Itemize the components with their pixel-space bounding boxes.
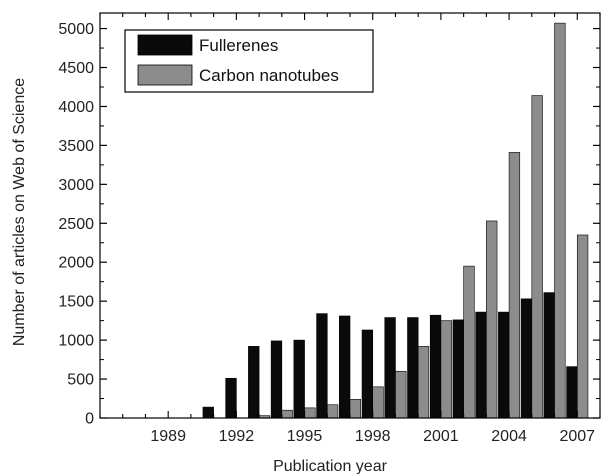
y-tick-label: 3000	[58, 177, 94, 194]
y-tick-label: 1500	[58, 294, 94, 311]
bar-carbon-nanotubes-1999	[395, 370, 407, 419]
x-tick-label: 1989	[150, 428, 186, 445]
y-tick-label: 2000	[58, 255, 94, 272]
bars-layer	[202, 22, 589, 419]
x-tick-label: 1998	[355, 428, 391, 445]
bar-fullerenes-1998	[361, 329, 374, 419]
x-tick-label: 2004	[491, 428, 527, 445]
y-tick-label: 3500	[58, 138, 94, 155]
y-tick-label: 4000	[58, 99, 94, 116]
bar-carbon-nanotubes-2001	[440, 320, 452, 419]
legend-swatch-carbon-nanotubes	[137, 64, 193, 86]
bar-fullerenes-1996	[316, 313, 328, 419]
bar-fullerenes-1993	[248, 346, 260, 419]
bar-carbon-nanotubes-1996	[326, 404, 339, 419]
bar-fullerenes-2002	[452, 319, 464, 419]
bar-fullerenes-2005	[520, 298, 533, 419]
x-tick-label: 2007	[559, 428, 595, 445]
bar-carbon-nanotubes-2003	[486, 220, 498, 419]
y-axis-ticks: 0 500 1000 1500 2000 2500 3000 3500 4000 4500 5000	[58, 21, 600, 428]
bar-fullerenes-1995	[293, 339, 305, 419]
x-tick-label: 2001	[423, 428, 459, 445]
bar-carbon-nanotubes-2004	[508, 152, 521, 419]
bar-fullerenes-2004	[498, 311, 510, 419]
bar-carbon-nanotubes-1994	[281, 409, 293, 419]
bar-fullerenes-1991	[202, 406, 214, 419]
bar-carbon-nanotubes-2007	[576, 234, 589, 419]
legend-label-fullerenes: Fullerenes	[199, 36, 278, 55]
bar-carbon-nanotubes-1995	[304, 407, 316, 419]
bar-fullerenes-2000	[407, 317, 419, 419]
y-tick-label: 5000	[58, 21, 94, 38]
x-axis-title: Publication year	[273, 458, 388, 474]
y-axis-title: Number of articles on Web of Science	[11, 78, 28, 346]
bar-fullerenes-2007	[566, 366, 578, 419]
bar-carbon-nanotubes-2002	[463, 265, 475, 419]
bar-fullerenes-1999	[384, 317, 396, 419]
bar-fullerenes-2006	[543, 292, 555, 419]
bar-carbon-nanotubes-1997	[349, 399, 361, 419]
bar-fullerenes-1992	[225, 377, 237, 419]
bar-carbon-nanotubes-2006	[554, 22, 566, 419]
bar-carbon-nanotubes-2005	[531, 95, 543, 419]
y-tick-label: 1000	[58, 333, 94, 350]
legend-label-carbon-nanotubes: Carbon nanotubes	[199, 66, 339, 85]
x-axis-ticks: 1989 1992 1995 1998 2001 2004 2007	[99, 13, 601, 445]
bar-carbon-nanotubes-1998	[372, 386, 384, 419]
bar-fullerenes-1994	[270, 340, 283, 419]
y-tick-label: 2500	[58, 216, 94, 233]
legend: Fullerenes Carbon nanotubes	[124, 29, 374, 93]
plot-frame	[99, 12, 601, 419]
bar-carbon-nanotubes-2000	[417, 346, 430, 419]
y-tick-label: 0	[85, 411, 94, 428]
x-tick-label: 1992	[219, 428, 255, 445]
bar-fullerenes-2003	[475, 311, 487, 419]
y-tick-label: 4500	[58, 60, 94, 77]
bar-fullerenes-2001	[429, 314, 442, 419]
legend-swatch-fullerenes	[137, 34, 193, 56]
y-tick-label: 500	[67, 372, 94, 389]
x-tick-label: 1995	[287, 428, 323, 445]
bar-fullerenes-1997	[339, 315, 351, 419]
